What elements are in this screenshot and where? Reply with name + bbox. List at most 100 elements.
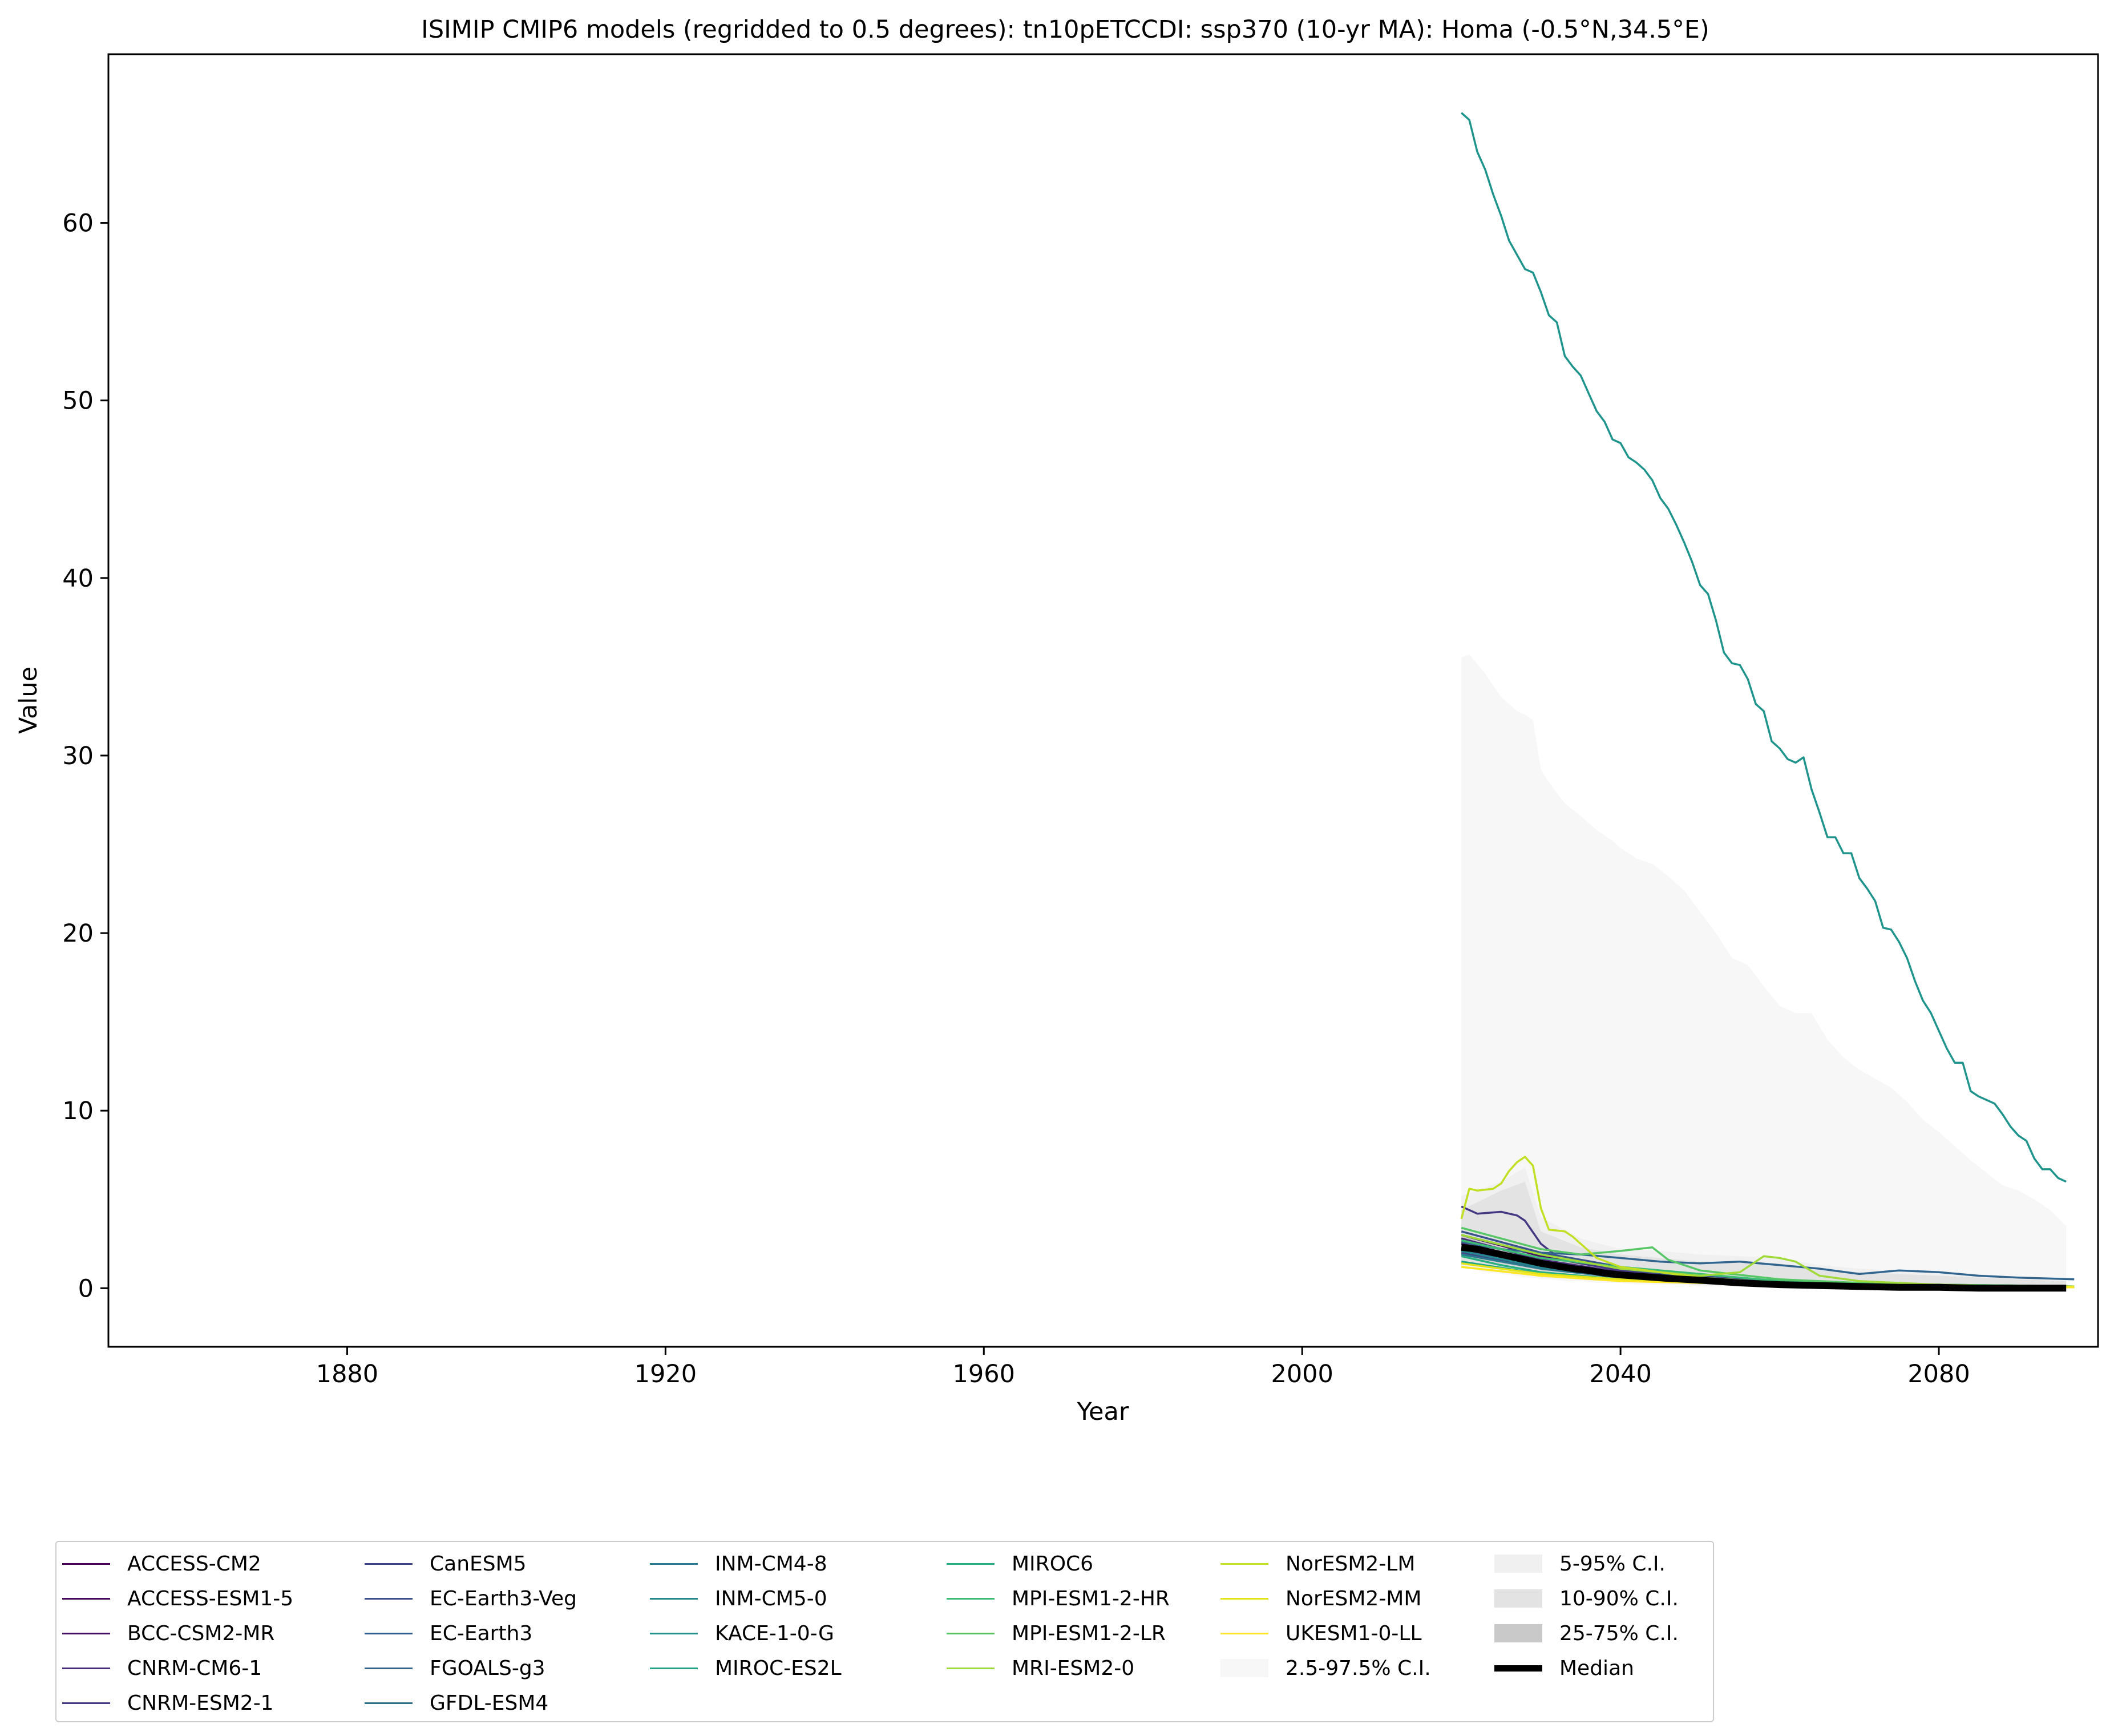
legend-item-25-75-c-i: 25-75% C.I.: [1494, 1616, 1679, 1650]
legend-swatch: [1220, 1632, 1268, 1634]
x-tick-label-2080: 2080: [1907, 1360, 1970, 1388]
legend-item-inm-cm5-0: INM-CM5-0: [650, 1581, 827, 1616]
legend-item-cnrm-cm6-1: CNRM-CM6-1: [62, 1651, 262, 1685]
y-tick-label-20: 20: [62, 919, 94, 948]
band-2-5-97-5-c-i: [1461, 654, 2067, 1289]
chart-title: ISIMIP CMIP6 models (regridded to 0.5 de…: [421, 15, 1709, 44]
legend-label: 10-90% C.I.: [1559, 1586, 1679, 1610]
legend: ACCESS-CM2 ACCESS-ESM1-5 BCC-CSM2-MR CNRM-C…: [55, 1541, 1714, 1722]
legend-label: EC-Earth3-Veg: [430, 1586, 577, 1610]
legend-item-miroc-es2l: MIROC-ES2L: [650, 1651, 842, 1685]
legend-swatch: [62, 1632, 110, 1634]
legend-label: CanESM5: [430, 1552, 527, 1576]
legend-swatch: [62, 1702, 110, 1704]
legend-item-gfdl-esm4: GFDL-ESM4: [365, 1686, 548, 1720]
legend-label: MPI-ESM1-2-HR: [1012, 1586, 1170, 1610]
legend-label: NorESM2-LM: [1286, 1552, 1416, 1576]
legend-label: FGOALS-g3: [430, 1656, 545, 1680]
legend-item-fgoals-g3: FGOALS-g3: [365, 1651, 545, 1685]
legend-swatch: [650, 1563, 698, 1565]
legend-label: EC-Earth3: [430, 1621, 533, 1645]
legend-swatch: [947, 1667, 995, 1669]
legend-label: UKESM1-0-LL: [1286, 1621, 1422, 1645]
legend-swatch: [1220, 1659, 1268, 1677]
median-line: [1461, 1244, 2067, 1292]
x-axis: 1880 1920 1960 2000 2040 2080: [316, 1347, 1970, 1388]
legend-swatch: [947, 1597, 995, 1600]
legend-item-access-esm1-5: ACCESS-ESM1-5: [62, 1581, 293, 1616]
y-tick-label-40: 40: [62, 564, 94, 593]
legend-swatch: [650, 1667, 698, 1669]
legend-item-ec-earth3: EC-Earth3: [365, 1616, 532, 1650]
legend-swatch: [1494, 1665, 1542, 1672]
legend-item-kace-1-0-g: KACE-1-0-G: [650, 1616, 834, 1650]
legend-swatch: [62, 1667, 110, 1669]
legend-item-5-95-c-i: 5-95% C.I.: [1494, 1547, 1666, 1581]
x-tick-label-1880: 1880: [316, 1360, 378, 1388]
legend-item-2-5-97-5-c-i: 2.5-97.5% C.I.: [1220, 1651, 1431, 1685]
legend-label: MRI-ESM2-0: [1012, 1656, 1135, 1680]
legend-swatch: [947, 1563, 995, 1565]
legend-swatch: [1220, 1597, 1268, 1600]
legend-item-noresm2-lm: NorESM2-LM: [1220, 1547, 1415, 1581]
legend-item-ec-earth3-veg: EC-Earth3-Veg: [365, 1581, 577, 1616]
legend-label: 2.5-97.5% C.I.: [1286, 1656, 1431, 1680]
y-tick-label-30: 30: [62, 742, 94, 770]
legend-label: BCC-CSM2-MR: [127, 1621, 275, 1645]
plot-frame: [107, 53, 2099, 1348]
legend-swatch: [650, 1632, 698, 1634]
legend-label: CNRM-ESM2-1: [127, 1691, 274, 1715]
y-tick-label-60: 60: [62, 209, 94, 238]
legend-swatch: [947, 1632, 995, 1634]
legend-label: MIROC6: [1012, 1552, 1094, 1576]
legend-label: NorESM2-MM: [1286, 1586, 1422, 1610]
band-10-90-c-i: [1461, 1181, 2067, 1289]
legend-item-access-cm2: ACCESS-CM2: [62, 1547, 261, 1581]
legend-item-ukesm1-0-ll: UKESM1-0-LL: [1220, 1616, 1422, 1650]
x-axis-label: Year: [1076, 1398, 1129, 1426]
x-tick-label-1960: 1960: [953, 1360, 1015, 1388]
legend-swatch: [1494, 1589, 1542, 1608]
legend-item-mri-esm2-0: MRI-ESM2-0: [947, 1651, 1134, 1685]
legend-swatch: [650, 1597, 698, 1600]
legend-item-miroc6: MIROC6: [947, 1547, 1093, 1581]
y-tick-label-10: 10: [62, 1097, 94, 1125]
legend-label: ACCESS-ESM1-5: [127, 1586, 294, 1610]
x-tick-label-1920: 1920: [634, 1360, 697, 1388]
legend-item-inm-cm4-8: INM-CM4-8: [650, 1547, 827, 1581]
plot-area: [1460, 112, 2075, 1292]
legend-swatch: [365, 1667, 413, 1669]
y-tick-label-50: 50: [62, 387, 94, 415]
series-line-fgoals-g3: [1461, 1241, 2075, 1281]
legend-label: KACE-1-0-G: [715, 1621, 834, 1645]
legend-item-noresm2-mm: NorESM2-MM: [1220, 1581, 1421, 1616]
legend-item-mpi-esm1-2-hr: MPI-ESM1-2-HR: [947, 1581, 1170, 1616]
legend-item-canesm5: CanESM5: [365, 1547, 527, 1581]
legend-label: Median: [1559, 1656, 1634, 1680]
legend-swatch: [1220, 1563, 1268, 1565]
legend-label: ACCESS-CM2: [127, 1552, 261, 1576]
legend-label: 5-95% C.I.: [1559, 1552, 1666, 1576]
legend-swatch: [62, 1597, 110, 1600]
legend-item-cnrm-esm2-1: CNRM-ESM2-1: [62, 1686, 274, 1720]
legend-label: 25-75% C.I.: [1559, 1621, 1679, 1645]
legend-item-bcc-csm2-mr: BCC-CSM2-MR: [62, 1616, 274, 1650]
legend-label: INM-CM5-0: [715, 1586, 827, 1610]
legend-swatch: [1494, 1624, 1542, 1642]
legend-item-10-90-c-i: 10-90% C.I.: [1494, 1581, 1679, 1616]
legend-label: CNRM-CM6-1: [127, 1656, 262, 1680]
legend-label: MIROC-ES2L: [715, 1656, 842, 1680]
legend-swatch: [365, 1632, 413, 1634]
legend-label: MPI-ESM1-2-LR: [1012, 1621, 1166, 1645]
y-axis-label: Value: [14, 667, 43, 734]
legend-label: GFDL-ESM4: [430, 1691, 549, 1715]
legend-item-median: Median: [1494, 1651, 1634, 1685]
x-tick-label-2000: 2000: [1271, 1360, 1333, 1388]
y-axis: 0 10 20 30 40 50 60: [62, 209, 108, 1303]
series-line-kace-1-0-g: [1461, 112, 2067, 1183]
legend-label: INM-CM4-8: [715, 1552, 827, 1576]
legend-swatch: [62, 1563, 110, 1565]
legend-swatch: [365, 1702, 413, 1704]
legend-item-mpi-esm1-2-lr: MPI-ESM1-2-LR: [947, 1616, 1166, 1650]
